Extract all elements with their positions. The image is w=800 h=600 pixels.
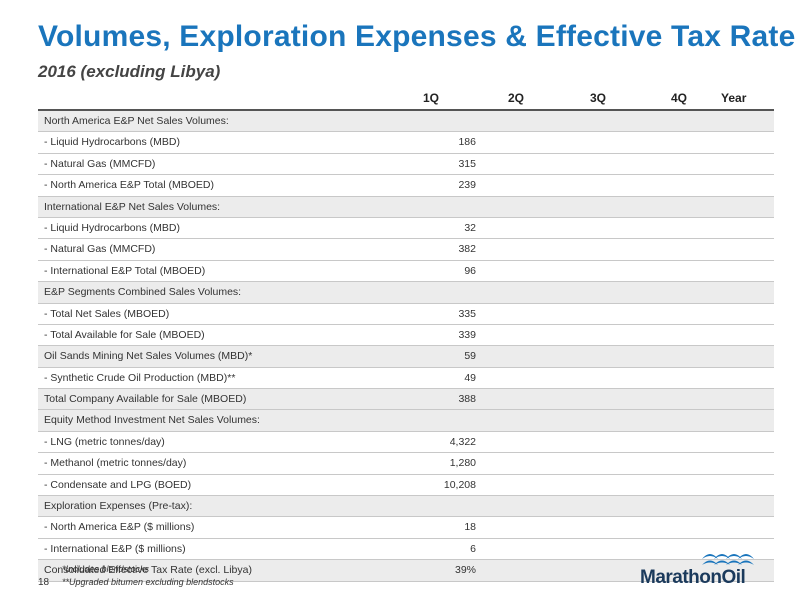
row-value-1q: 186 bbox=[458, 136, 476, 149]
row-value-1q: 10,208 bbox=[443, 478, 476, 491]
row-label: - Liquid Hydrocarbons (MBD) bbox=[44, 221, 180, 234]
table-row: - International E&P Total (MBOED) 96 bbox=[38, 261, 774, 283]
row-value-1q: 1,280 bbox=[449, 457, 476, 470]
column-header-1q: 1Q bbox=[423, 91, 440, 105]
row-label: North America E&P Net Sales Volumes: bbox=[44, 115, 229, 127]
row-label: Oil Sands Mining Net Sales Volumes (MBD)… bbox=[44, 350, 253, 363]
logo-text: MarathonOil bbox=[640, 567, 746, 588]
page-subtitle: 2016 (excluding Libya) bbox=[38, 62, 221, 81]
section-row: Total Company Available for Sale (MBOED)… bbox=[38, 389, 774, 411]
section-row: Exploration Expenses (Pre-tax): bbox=[38, 496, 774, 518]
logo-waves-icon bbox=[702, 554, 754, 565]
row-value-1q: 4,322 bbox=[449, 435, 476, 448]
row-label: - North America E&P Total (MBOED) bbox=[44, 179, 214, 192]
row-label: - Total Available for Sale (MBOED) bbox=[44, 328, 205, 341]
table-row: - North America E&P Total (MBOED) 239 bbox=[38, 175, 774, 197]
table-header: 1Q 2Q 3Q 4Q Year bbox=[38, 87, 774, 111]
row-label: - Natural Gas (MMCFD) bbox=[44, 243, 156, 256]
table-body: North America E&P Net Sales Volumes: - L… bbox=[38, 111, 774, 582]
table-row: - Natural Gas (MMCFD) 315 bbox=[38, 154, 774, 176]
row-label: - International E&P ($ millions) bbox=[44, 542, 186, 555]
row-label: Consolidated Effective Tax Rate (excl. L… bbox=[44, 564, 252, 577]
row-value-1q: 315 bbox=[458, 157, 476, 170]
section-row: Consolidated Effective Tax Rate (excl. L… bbox=[38, 560, 774, 582]
row-value-1q: 96 bbox=[464, 264, 476, 277]
row-value-1q: 335 bbox=[458, 307, 476, 320]
row-label: - Liquid Hydrocarbons (MBD) bbox=[44, 136, 180, 149]
section-row: E&P Segments Combined Sales Volumes: bbox=[38, 282, 774, 304]
row-label: - Total Net Sales (MBOED) bbox=[44, 307, 170, 320]
footnote-1: *Includes blendstocks bbox=[62, 564, 150, 574]
row-value-1q: 6 bbox=[470, 542, 476, 555]
marathon-oil-logo: MarathonOil bbox=[640, 547, 780, 592]
row-value-1q: 18 bbox=[464, 521, 476, 534]
table-row: - Liquid Hydrocarbons (MBD) 32 bbox=[38, 218, 774, 240]
row-value-1q: 39% bbox=[454, 564, 476, 577]
row-label: - Methanol (metric tonnes/day) bbox=[44, 457, 187, 470]
table-row: - North America E&P ($ millions) 18 bbox=[38, 517, 774, 539]
section-row: Oil Sands Mining Net Sales Volumes (MBD)… bbox=[38, 346, 774, 368]
table-row: - Total Net Sales (MBOED) 335 bbox=[38, 304, 774, 325]
row-label: - North America E&P ($ millions) bbox=[44, 521, 195, 534]
row-value-1q: 339 bbox=[458, 328, 476, 341]
row-label: - Condensate and LPG (BOED) bbox=[44, 478, 192, 491]
row-label: E&P Segments Combined Sales Volumes: bbox=[44, 286, 242, 299]
row-value-1q: 388 bbox=[458, 393, 476, 406]
column-header-year: Year bbox=[721, 91, 747, 105]
column-header-2q: 2Q bbox=[508, 91, 525, 105]
row-value-1q: 59 bbox=[464, 350, 476, 363]
table-row: - Liquid Hydrocarbons (MBD) 186 bbox=[38, 132, 774, 154]
table-row: - Methanol (metric tonnes/day) 1,280 bbox=[38, 453, 774, 475]
row-value-1q: 382 bbox=[458, 243, 476, 256]
row-label: Exploration Expenses (Pre-tax): bbox=[44, 500, 193, 513]
table-row: - Total Available for Sale (MBOED) 339 bbox=[38, 325, 774, 347]
row-label: - LNG (metric tonnes/day) bbox=[44, 435, 165, 448]
table-row: - Natural Gas (MMCFD) 382 bbox=[38, 239, 774, 261]
table-row: - LNG (metric tonnes/day) 4,322 bbox=[38, 432, 774, 454]
volumes-table: 1Q 2Q 3Q 4Q Year North America E&P Net S… bbox=[38, 87, 774, 582]
section-row: North America E&P Net Sales Volumes: bbox=[38, 111, 774, 133]
row-label: - International E&P Total (MBOED) bbox=[44, 264, 206, 277]
table-row: - Synthetic Crude Oil Production (MBD)**… bbox=[38, 368, 774, 390]
column-header-3q: 3Q bbox=[590, 91, 607, 105]
section-row: International E&P Net Sales Volumes: bbox=[38, 196, 774, 218]
row-value-1q: 49 bbox=[464, 371, 476, 384]
row-value-1q: 32 bbox=[464, 221, 476, 234]
table-row: - Condensate and LPG (BOED) 10,208 bbox=[38, 475, 774, 497]
row-label: International E&P Net Sales Volumes: bbox=[44, 200, 221, 213]
section-row: Equity Method Investment Net Sales Volum… bbox=[38, 410, 774, 432]
page-number: 18 bbox=[38, 577, 50, 588]
column-header-4q: 4Q bbox=[671, 91, 688, 105]
footnote-2: **Upgraded bitumen excluding blendstocks bbox=[62, 577, 234, 587]
row-label: Equity Method Investment Net Sales Volum… bbox=[44, 414, 260, 427]
row-label: - Synthetic Crude Oil Production (MBD)** bbox=[44, 371, 236, 384]
row-label: Total Company Available for Sale (MBOED) bbox=[44, 393, 247, 406]
row-value-1q: 239 bbox=[458, 179, 476, 192]
row-label: - Natural Gas (MMCFD) bbox=[44, 157, 156, 170]
page-title: Volumes, Exploration Expenses & Effectiv… bbox=[38, 20, 796, 53]
table-row: - International E&P ($ millions) 6 bbox=[38, 539, 774, 561]
